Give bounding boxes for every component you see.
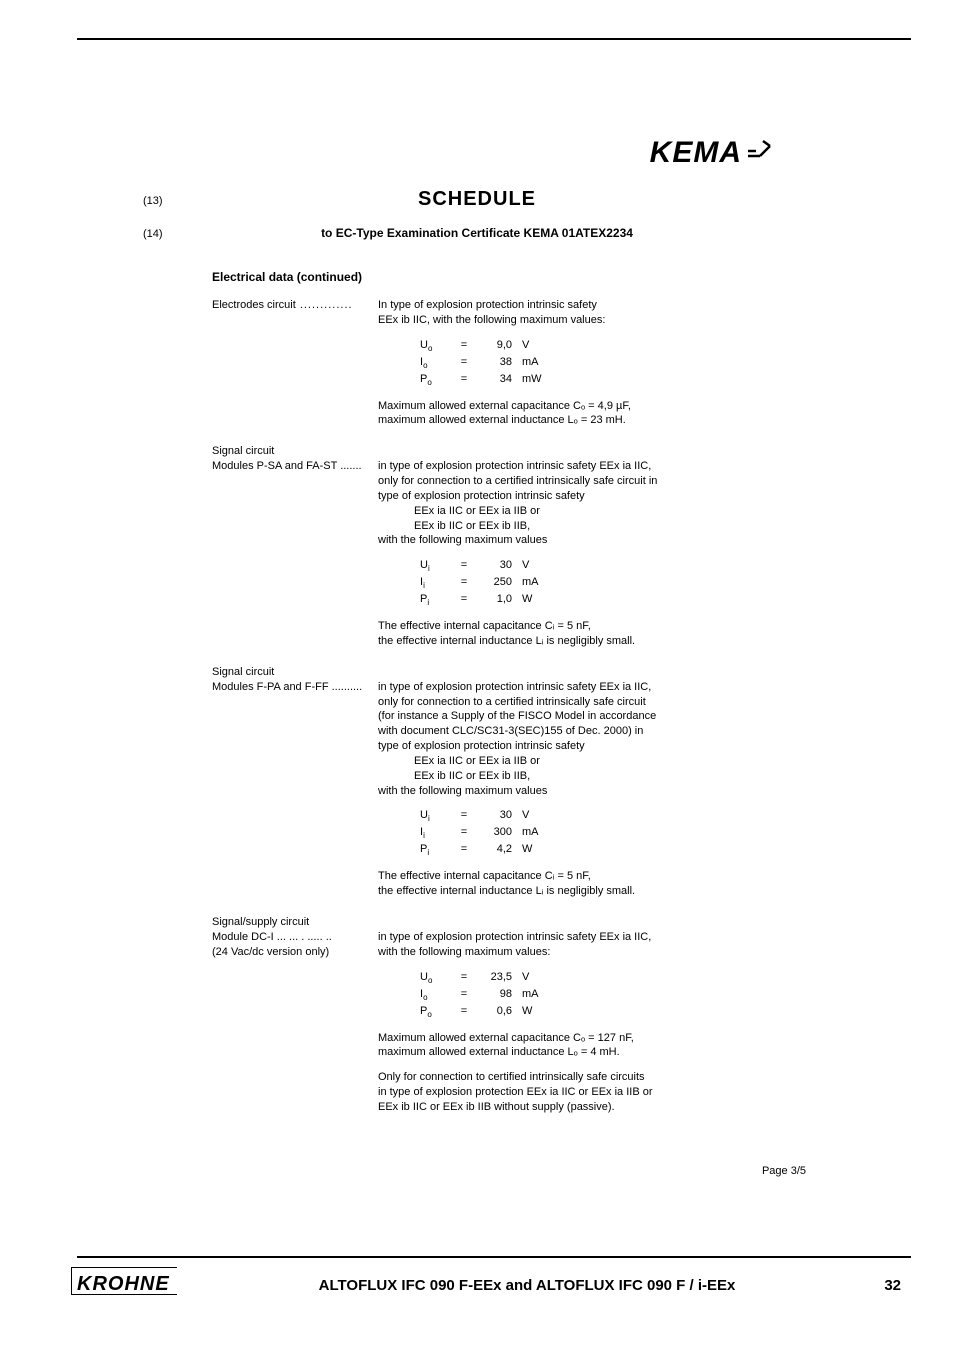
electrodes-body: In type of explosion protection intrinsi… xyxy=(378,298,814,428)
s1-intro2: EEx ib IIC, with the following maximum v… xyxy=(378,313,814,328)
s3-l1: in type of explosion protection intrinsi… xyxy=(378,680,814,695)
s4-post2: maximum allowed external inductance Lₒ =… xyxy=(378,1045,814,1060)
schedule-subtitle: to EC-Type Examination Certificate KEMA … xyxy=(0,226,954,240)
value-row: Pi=1,0W xyxy=(420,592,556,609)
s4-lbl1: Signal/supply circuit xyxy=(212,915,370,930)
signal-psa-body: in type of explosion protection intrinsi… xyxy=(378,444,814,649)
signal-supply-body: in type of explosion protection intrinsi… xyxy=(378,915,814,1115)
s2-l5: EEx ib IIC or EEx ib IIB, xyxy=(378,519,814,534)
s2-l1: in type of explosion protection intrinsi… xyxy=(378,459,814,474)
s3-l5: type of explosion protection intrinsic s… xyxy=(378,739,814,754)
top-rule xyxy=(77,38,911,40)
signal-psa-row: Signal circuit Modules P-SA and FA-ST ..… xyxy=(212,444,814,649)
s2-lbl2: Modules P-SA and FA-ST ....... xyxy=(212,459,370,474)
s3-l6: EEx ia IIC or EEx ia IIB or xyxy=(378,754,814,769)
signal-supply-row: Signal/supply circuit Module DC-I ... ..… xyxy=(212,915,814,1115)
s4-post1: Maximum allowed external capacitance Cₒ … xyxy=(378,1031,814,1046)
s4-lbl3: (24 Vac/dc version only) xyxy=(212,945,370,960)
schedule-title: SCHEDULE xyxy=(0,188,954,211)
s1-intro1: In type of explosion protection intrinsi… xyxy=(378,298,814,313)
dots-icon xyxy=(296,299,353,311)
footer-page: 32 xyxy=(884,1277,911,1294)
section-heading: Electrical data (continued) xyxy=(212,270,814,284)
krohne-logo: KROHNE xyxy=(77,1273,170,1296)
s2-l2: only for connection to a certified intri… xyxy=(378,474,814,489)
s4-l2: with the following maximum values: xyxy=(378,945,814,960)
footer-title: ALTOFLUX IFC 090 F-EEx and ALTOFLUX IFC … xyxy=(170,1277,885,1294)
value-row: Ii=300mA xyxy=(420,825,556,842)
s2-values: Ui=30V Ii=250mA Pi=1,0W xyxy=(378,558,556,609)
footer: KROHNE ALTOFLUX IFC 090 F-EEx and ALTOFL… xyxy=(77,1273,911,1296)
page-number: Page 3/5 xyxy=(762,1165,806,1177)
s4-post3: Only for connection to certified intrins… xyxy=(378,1070,814,1085)
s3-post2: the effective internal inductance Lᵢ is … xyxy=(378,884,814,899)
bottom-rule xyxy=(77,1256,911,1258)
value-row: Pi=4,2W xyxy=(420,842,556,859)
value-row: Po=0,6W xyxy=(420,1004,556,1021)
signal-fpa-body: in type of explosion protection intrinsi… xyxy=(378,665,814,899)
kema-logo: KEMA xyxy=(650,135,774,171)
signal-psa-label: Signal circuit Modules P-SA and FA-ST ..… xyxy=(212,444,378,649)
value-row: Io=98mA xyxy=(420,987,556,1004)
electrodes-label-text: Electrodes circuit xyxy=(212,299,296,311)
s4-values: Uo=23,5V Io=98mA Po=0,6W xyxy=(378,970,556,1021)
s2-post1: The effective internal capacitance Cᵢ = … xyxy=(378,619,814,634)
s3-values: Ui=30V Ii=300mA Pi=4,2W xyxy=(378,808,556,859)
signal-supply-label: Signal/supply circuit Module DC-I ... ..… xyxy=(212,915,378,1115)
s2-post2: the effective internal inductance Lᵢ is … xyxy=(378,634,814,649)
content-area: Electrical data (continued) Electrodes c… xyxy=(212,268,814,1115)
s3-l3: (for instance a Supply of the FISCO Mode… xyxy=(378,709,814,724)
s1-post1: Maximum allowed external capacitance Cₒ … xyxy=(378,399,814,414)
kema-logo-mark-icon xyxy=(746,135,774,171)
s3-l4: with document CLC/SC31-3(SEC)155 of Dec.… xyxy=(378,724,814,739)
s4-lbl2: Module DC-I ... ... . ..... .. xyxy=(212,930,370,945)
value-row: Ii=250mA xyxy=(420,575,556,592)
value-row: Po=34mW xyxy=(420,372,556,389)
kema-logo-text: KEMA xyxy=(650,136,742,170)
s1-post2: maximum allowed external inductance Lₒ =… xyxy=(378,413,814,428)
value-row: Ui=30V xyxy=(420,558,556,575)
s3-l7: EEx ib IIC or EEx ib IIB, xyxy=(378,769,814,784)
signal-fpa-row: Signal circuit Modules F-PA and F-FF ...… xyxy=(212,665,814,899)
s2-l6: with the following maximum values xyxy=(378,533,814,548)
page: KEMA (13) (14) SCHEDULE to EC-Type Exami… xyxy=(0,0,954,1358)
s3-post1: The effective internal capacitance Cᵢ = … xyxy=(378,869,814,884)
value-row: Io=38mA xyxy=(420,355,556,372)
s2-lbl1: Signal circuit xyxy=(212,444,370,459)
s4-post5: EEx ib IIC or EEx ib IIB without supply … xyxy=(378,1100,814,1115)
s1-values: Uo=9,0V Io=38mA Po=34mW xyxy=(378,338,556,389)
s3-l2: only for connection to a certified intri… xyxy=(378,695,814,710)
s4-l1: in type of explosion protection intrinsi… xyxy=(378,930,814,945)
s3-lbl2: Modules F-PA and F-FF .......... xyxy=(212,680,370,695)
s3-lbl1: Signal circuit xyxy=(212,665,370,680)
value-row: Uo=23,5V xyxy=(420,970,556,987)
s4-post4: in type of explosion protection EEx ia I… xyxy=(378,1085,814,1100)
electrodes-label: Electrodes circuit xyxy=(212,298,378,428)
s2-l3: type of explosion protection intrinsic s… xyxy=(378,489,814,504)
s3-l8: with the following maximum values xyxy=(378,784,814,799)
krohne-text: KROHNE xyxy=(77,1273,170,1295)
value-row: Ui=30V xyxy=(420,808,556,825)
s2-l4: EEx ia IIC or EEx ia IIB or xyxy=(378,504,814,519)
electrodes-row: Electrodes circuit In type of explosion … xyxy=(212,298,814,428)
value-row: Uo=9,0V xyxy=(420,338,556,355)
signal-fpa-label: Signal circuit Modules F-PA and F-FF ...… xyxy=(212,665,378,899)
